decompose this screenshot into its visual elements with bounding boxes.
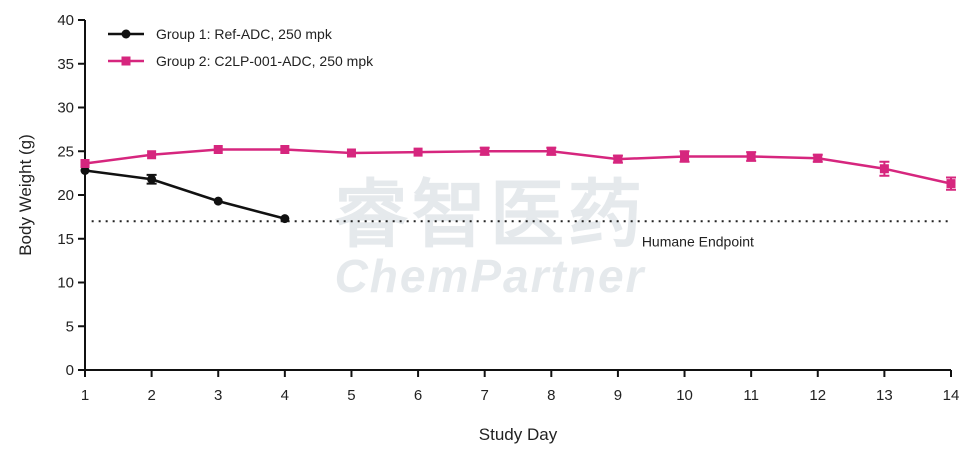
data-point xyxy=(80,166,90,175)
data-point xyxy=(746,152,756,161)
x-tick-label: 12 xyxy=(809,387,826,404)
data-point xyxy=(946,179,956,189)
data-point xyxy=(213,196,223,206)
data-series xyxy=(80,145,956,224)
x-tick-label: 11 xyxy=(743,387,759,404)
y-tick-label: 5 xyxy=(66,318,74,335)
data-point xyxy=(813,153,823,163)
data-point xyxy=(879,164,889,174)
x-tick-label: 13 xyxy=(876,387,893,404)
data-point xyxy=(546,146,556,156)
x-tick-label: 9 xyxy=(614,387,622,404)
humane-endpoint-label: Humane Endpoint xyxy=(642,233,754,249)
series-line xyxy=(84,148,952,185)
watermark-chinese: 睿智医药 xyxy=(334,172,646,258)
x-tick-label: 14 xyxy=(943,387,960,404)
y-tick-label: 35 xyxy=(57,56,74,73)
data-point xyxy=(280,145,290,154)
legend-label: Group 2: C2LP-001-ADC, 250 mpk xyxy=(156,53,374,69)
y-tick-label: 20 xyxy=(57,187,74,204)
y-tick-label: 25 xyxy=(57,143,74,160)
y-tick-label: 40 xyxy=(57,12,74,29)
legend: Group 1: Ref-ADC, 250 mpk Group 2: C2LP-0… xyxy=(108,26,374,69)
series-2 xyxy=(80,145,956,191)
watermark: 睿智医药 ChemPartner xyxy=(334,172,646,302)
watermark-english: ChemPartner xyxy=(335,250,646,302)
data-point xyxy=(413,147,423,157)
x-tick-label: 8 xyxy=(547,387,555,404)
y-tick-label: 10 xyxy=(57,275,74,292)
data-point xyxy=(147,150,157,160)
data-point xyxy=(213,145,223,154)
data-point xyxy=(480,146,490,156)
legend-marker xyxy=(121,56,131,66)
x-tick-label: 10 xyxy=(676,387,693,404)
series-1 xyxy=(80,166,290,224)
data-point xyxy=(280,214,290,224)
legend-marker xyxy=(121,29,131,39)
x-tick-label: 5 xyxy=(347,387,355,404)
x-tick-label: 1 xyxy=(81,387,89,404)
x-tick-label: 2 xyxy=(147,387,155,404)
data-point xyxy=(147,174,157,184)
x-tick-label: 4 xyxy=(281,387,289,404)
series-line xyxy=(84,169,286,220)
data-point xyxy=(680,152,690,161)
y-axis-title: Body Weight (g) xyxy=(16,134,35,256)
y-tick-label: 30 xyxy=(57,100,74,117)
y-tick-label: 15 xyxy=(57,231,74,248)
y-tick-label: 0 xyxy=(66,362,74,379)
data-point xyxy=(80,159,90,168)
data-point xyxy=(613,154,623,164)
data-point xyxy=(346,148,356,158)
x-tick-label: 6 xyxy=(414,387,422,404)
x-axis-title: Study Day xyxy=(479,425,558,444)
reference-lines: Humane Endpoint xyxy=(91,220,949,249)
x-tick-label: 7 xyxy=(481,387,489,404)
legend-label: Group 1: Ref-ADC, 250 mpk xyxy=(156,26,333,42)
x-tick-label: 3 xyxy=(214,387,222,404)
